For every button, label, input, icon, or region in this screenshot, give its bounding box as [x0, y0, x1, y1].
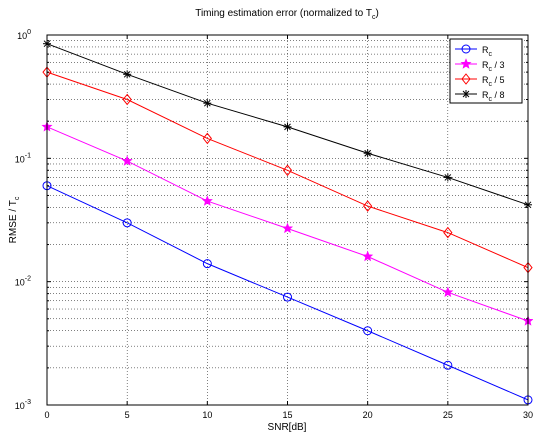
x-tick-label: 10: [202, 410, 212, 420]
y-tick-label: 10-3: [15, 399, 31, 411]
point-marker: [443, 360, 453, 370]
y-tick-label: 10-2: [15, 276, 31, 288]
point-marker: [363, 200, 373, 212]
legend-label: Rc / 8: [482, 90, 505, 103]
x-tick-label: 20: [363, 410, 373, 420]
x-axis-label: SNR[dB]: [268, 422, 307, 433]
point-marker: [442, 286, 454, 297]
x-tick-label: 30: [523, 410, 533, 420]
point-marker: [443, 173, 452, 182]
grid: [47, 35, 528, 405]
point-marker: [462, 90, 470, 98]
legend-label: Rc / 3: [482, 60, 505, 73]
chart-title: Timing estimation error (normalized to T…: [195, 8, 379, 21]
point-marker: [461, 73, 471, 85]
point-marker: [363, 326, 373, 336]
x-tick-label: 0: [44, 410, 49, 420]
legend-label: Rc: [482, 45, 493, 58]
series-layer: [41, 39, 533, 405]
point-marker: [362, 250, 374, 262]
legend-item: Rc / 5: [455, 73, 505, 88]
point-marker: [283, 122, 292, 131]
point-marker: [281, 222, 294, 234]
point-marker: [123, 70, 132, 79]
point-marker: [461, 44, 471, 54]
point-marker: [283, 292, 292, 302]
point-marker: [122, 93, 132, 106]
x-tick-label: 15: [282, 410, 292, 420]
y-axis-label: RMSE / Tc: [8, 196, 21, 243]
point-marker: [443, 226, 453, 239]
axis-ticks: 0 5 10 15 20 25 30 100 10-1 10-2 10-3: [15, 29, 533, 420]
point-marker: [121, 155, 133, 166]
point-marker: [122, 218, 132, 228]
legend-item: Rc / 8: [455, 90, 505, 103]
point-marker: [282, 164, 293, 177]
series-line: [46, 71, 529, 269]
legend: Rc Rc / 3 Rc / 5 Rc / 8: [449, 38, 523, 104]
x-tick-label: 5: [125, 410, 130, 420]
y-tick-label: 100: [17, 29, 31, 41]
point-marker: [202, 132, 212, 145]
point-marker: [202, 259, 212, 269]
point-marker: [201, 195, 213, 206]
point-marker: [203, 99, 212, 108]
point-marker: [460, 58, 472, 69]
x-tick-label: 25: [443, 410, 453, 420]
y-tick-label: 10-1: [15, 152, 31, 164]
legend-label: Rc / 5: [482, 75, 505, 88]
series-3: [42, 66, 533, 274]
point-marker: [363, 149, 372, 158]
legend-item: Rc: [455, 44, 493, 58]
series-line: [46, 185, 529, 401]
legend-item: Rc / 3: [455, 58, 505, 73]
